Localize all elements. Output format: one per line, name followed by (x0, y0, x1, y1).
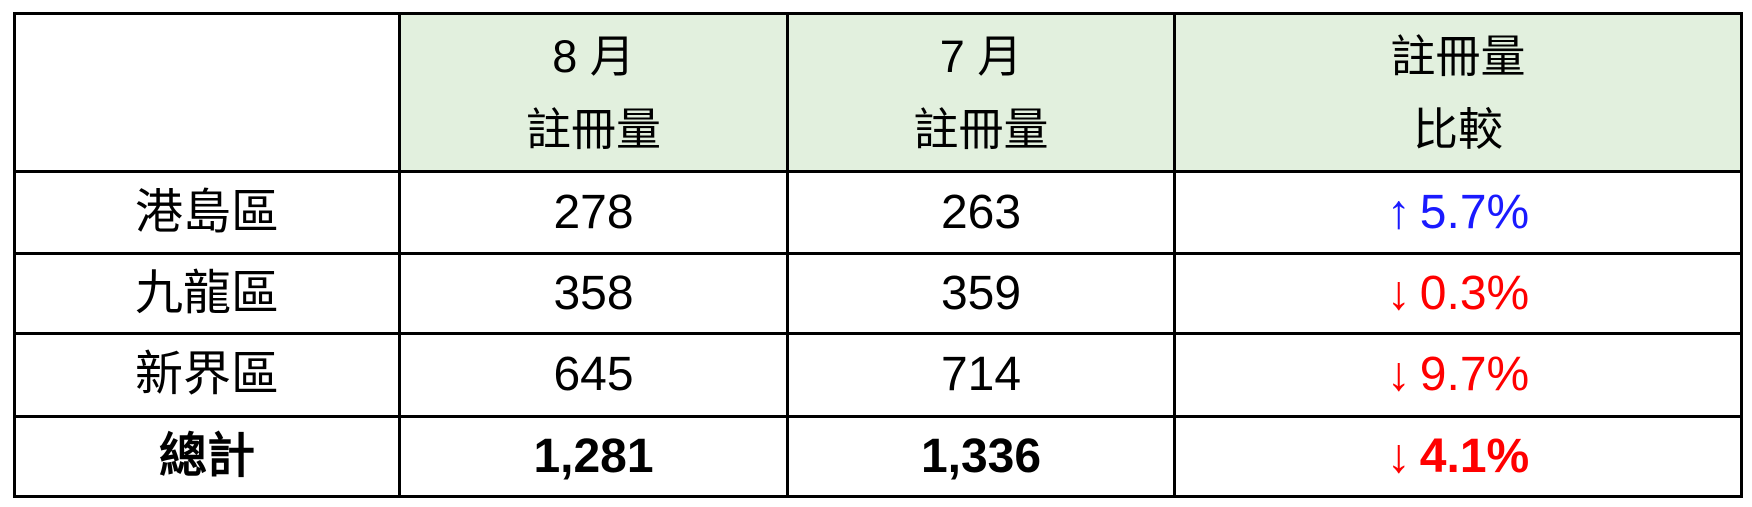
aug-value-cell: 645 (398, 332, 789, 418)
registration-comparison-table: 8 月 註冊量 7 月 註冊量 註冊量 比較 港島區 278 263 ↑ 5. (13, 12, 1743, 498)
change-value: 4.1% (1419, 429, 1530, 483)
aug-value-cell: 278 (398, 170, 789, 255)
header-row: 8 月 註冊量 7 月 註冊量 註冊量 比較 (13, 12, 1743, 173)
header-comparison-line1: 註冊量 (1390, 30, 1526, 82)
header-jul-registrations: 7 月 註冊量 (786, 12, 1176, 173)
table-row-new-territories: 新界區 645 714 ↓ 9.7% (13, 332, 1743, 418)
header-aug-month: 8 月 (552, 30, 635, 82)
header-aug-registrations: 8 月 註冊量 (398, 12, 789, 173)
change-cell: ↓ 0.3% (1173, 252, 1743, 335)
header-comparison: 註冊量 比較 (1173, 12, 1743, 173)
total-label-cell: 總計 (13, 415, 401, 498)
header-jul-label: 註冊量 (913, 103, 1049, 155)
table-row-hk-island: 港島區 278 263 ↑ 5.7% (13, 170, 1743, 255)
table-row-kowloon: 九龍區 358 359 ↓ 0.3% (13, 252, 1743, 335)
jul-value-cell: 714 (786, 332, 1176, 418)
header-aug-label: 註冊量 (525, 103, 661, 155)
corner-cell (13, 12, 401, 173)
down-arrow-icon: ↓ (1386, 429, 1411, 483)
table-row-total: 總計 1,281 1,336 ↓ 4.1% (13, 415, 1743, 498)
change-cell: ↑ 5.7% (1173, 170, 1743, 255)
jul-value-cell: 359 (786, 252, 1176, 335)
total-change-cell: ↓ 4.1% (1173, 415, 1743, 498)
aug-total-cell: 1,281 (398, 415, 789, 498)
change-value: 9.7% (1419, 348, 1530, 401)
header-jul-month: 7 月 (939, 30, 1023, 82)
up-arrow-icon: ↑ (1386, 185, 1411, 239)
region-cell: 九龍區 (13, 252, 401, 335)
change-cell: ↓ 9.7% (1173, 332, 1743, 418)
down-arrow-icon: ↓ (1386, 266, 1411, 320)
jul-value-cell: 263 (786, 170, 1176, 255)
jul-total-cell: 1,336 (786, 415, 1176, 498)
header-comparison-line2: 比較 (1412, 103, 1503, 155)
down-arrow-icon: ↓ (1386, 348, 1411, 401)
region-cell: 港島區 (13, 170, 401, 255)
change-value: 5.7% (1419, 185, 1530, 239)
region-cell: 新界區 (13, 332, 401, 418)
aug-value-cell: 358 (398, 252, 789, 335)
change-value: 0.3% (1419, 266, 1530, 320)
